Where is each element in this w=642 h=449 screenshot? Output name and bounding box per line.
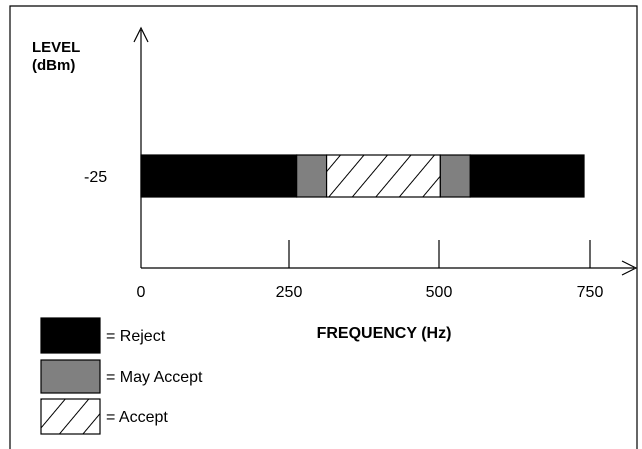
band-segment-reject — [140, 154, 298, 198]
legend-label-accept: = Accept — [106, 409, 168, 426]
band-segment-may-accept — [296, 154, 328, 198]
x-tick-label-500: 500 — [426, 284, 453, 301]
x-tick-label-0: 0 — [137, 284, 146, 301]
frame-border — [9, 5, 638, 449]
legend-label-may-accept: = May Accept — [106, 369, 203, 386]
x-axis-arrow — [621, 260, 638, 276]
y-axis-arrow — [133, 26, 149, 43]
level-band — [140, 154, 585, 198]
x-tick-label-750: 750 — [577, 284, 604, 301]
x-axis-title: FREQUENCY (Hz) — [317, 325, 452, 342]
x-tick-label-250: 250 — [276, 284, 303, 301]
band-segment-accept — [325, 154, 441, 198]
y-axis-label-unit: (dBm) — [32, 57, 75, 74]
legend: = Reject = May Accept = Accept — [40, 317, 203, 435]
legend-swatch-may-accept — [40, 359, 101, 394]
y-axis-label-level: LEVEL — [32, 39, 80, 56]
legend-swatch-reject — [40, 317, 101, 354]
y-tick-label: -25 — [84, 169, 107, 186]
band-segment-reject — [469, 154, 585, 198]
band-segment-may-accept — [439, 154, 471, 198]
legend-label-reject: = Reject — [106, 328, 166, 345]
legend-swatch-accept — [40, 398, 101, 435]
